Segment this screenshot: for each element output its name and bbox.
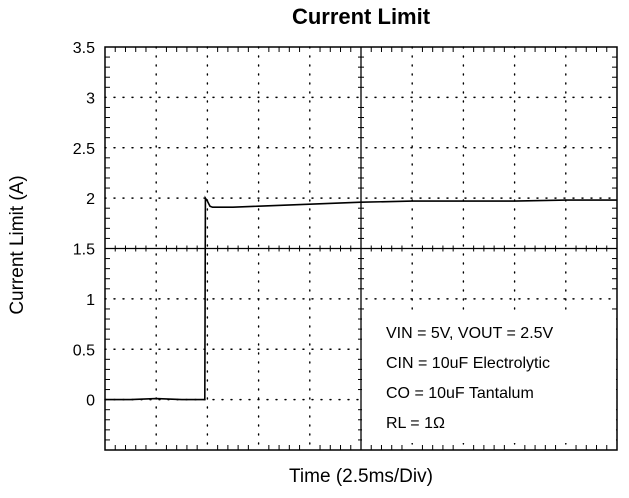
y-tick-labels: 3.5 3 2.5 2 1.5 1 0.5 0 xyxy=(73,40,95,410)
chart-title: Current Limit xyxy=(291,4,431,29)
y-tick-label: 3 xyxy=(86,90,95,107)
x-axis-label: Time (2.5ms/Div) xyxy=(289,466,433,487)
y-tick-label: 2.5 xyxy=(73,141,95,158)
annotation-vin-vout: VIN = 5V, VOUT = 2.5V xyxy=(386,325,554,342)
current-trace xyxy=(105,195,617,401)
annotation-rl: RL = 1Ω xyxy=(386,415,445,432)
y-tick-label: 1 xyxy=(86,292,95,309)
y-tick-label: 0 xyxy=(86,393,95,410)
plot-frame xyxy=(104,46,618,451)
grid xyxy=(104,46,618,451)
series xyxy=(105,195,617,401)
annotation-cin: CIN = 10uF Electrolytic xyxy=(386,355,550,372)
annotation-block: VIN = 5V, VOUT = 2.5V CIN = 10uF Electro… xyxy=(362,315,616,443)
y-tick-label: 3.5 xyxy=(73,40,95,57)
y-tick-label: 1.5 xyxy=(73,242,95,259)
annotation-background xyxy=(362,315,616,443)
y-tick-label: 0.5 xyxy=(73,342,95,359)
annotation-co: CO = 10uF Tantalum xyxy=(386,385,534,402)
y-tick-label: 2 xyxy=(86,191,95,208)
